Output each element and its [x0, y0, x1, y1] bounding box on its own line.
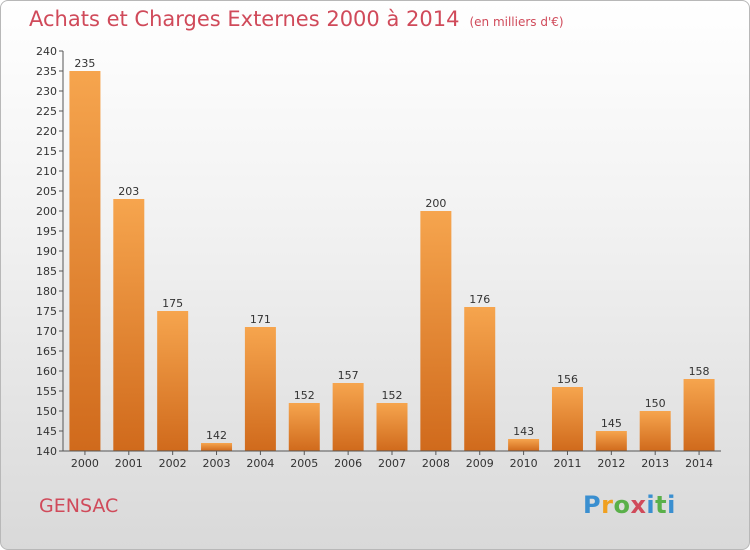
- bars-group: 235 203 175 142 171 152 157 152 200 176 143 156 145 1…: [69, 57, 715, 451]
- x-tick-label-2000: 2000: [71, 457, 99, 470]
- x-tick-label-2011: 2011: [553, 457, 581, 470]
- y-tick-label: 240: [36, 45, 57, 58]
- value-label-2012: 145: [601, 417, 622, 430]
- bar-2006: [332, 383, 364, 451]
- value-label-2014: 158: [689, 365, 710, 378]
- x-axis: 2000 2001 2002 2003 2004 2005 2006 2007 2008 2009…: [63, 450, 721, 470]
- x-tick-label-2009: 2009: [466, 457, 494, 470]
- y-tick-label: 200: [36, 205, 57, 218]
- y-tick-label: 185: [36, 265, 57, 278]
- x-tick-label-2014: 2014: [685, 457, 713, 470]
- x-tick-label-2005: 2005: [290, 457, 318, 470]
- x-tick-label-2006: 2006: [334, 457, 362, 470]
- y-tick-label: 230: [36, 85, 57, 98]
- y-tick-label: 205: [36, 185, 57, 198]
- y-tick-label: 220: [36, 125, 57, 138]
- y-tick-label: 150: [36, 405, 57, 418]
- y-tick-label: 160: [36, 365, 57, 378]
- y-tick-label: 195: [36, 225, 57, 238]
- x-tick-label-2003: 2003: [203, 457, 231, 470]
- x-tick-label-2010: 2010: [510, 457, 538, 470]
- y-tick-label: 180: [36, 285, 57, 298]
- bar-2009: [464, 307, 496, 451]
- x-tick-label-2008: 2008: [422, 457, 450, 470]
- bar-2008: [420, 211, 452, 451]
- bar-2012: [595, 431, 627, 451]
- bar-2000: [69, 71, 101, 451]
- value-label-2009: 176: [469, 293, 490, 306]
- value-label-2006: 157: [338, 369, 359, 382]
- proxiti-logo: Proxiti: [583, 491, 676, 519]
- value-label-2000: 235: [74, 57, 95, 70]
- value-label-2007: 152: [382, 389, 403, 402]
- bar-2003: [201, 443, 233, 451]
- value-label-2008: 200: [425, 197, 446, 210]
- x-tick-label-2002: 2002: [159, 457, 187, 470]
- chart-unit: (en milliers d'€): [469, 15, 564, 29]
- y-axis: 140 145 150 155 160 165 170 175 180 185 190 195 200 2…: [36, 45, 64, 458]
- bar-2002: [157, 311, 189, 451]
- y-tick-label: 170: [36, 325, 57, 338]
- bar-2013: [639, 411, 671, 451]
- y-tick-label: 145: [36, 425, 57, 438]
- y-tick-label: 215: [36, 145, 57, 158]
- commune-name: GENSAC: [39, 495, 119, 517]
- chart-title: Achats et Charges Externes 2000 à 2014 (e…: [29, 7, 564, 31]
- y-tick-label: 140: [36, 445, 57, 458]
- bar-2011: [551, 387, 583, 451]
- value-label-2004: 171: [250, 313, 271, 326]
- x-tick-label-2007: 2007: [378, 457, 406, 470]
- bar-2010: [508, 439, 540, 451]
- value-label-2010: 143: [513, 425, 534, 438]
- bar-2007: [376, 403, 408, 451]
- y-tick-label: 210: [36, 165, 57, 178]
- value-label-2002: 175: [162, 297, 183, 310]
- bar-2014: [683, 379, 715, 451]
- bar-2005: [288, 403, 320, 451]
- x-tick-label-2013: 2013: [641, 457, 669, 470]
- x-tick-label-2012: 2012: [597, 457, 625, 470]
- y-tick-label: 155: [36, 385, 57, 398]
- x-tick-label-2004: 2004: [246, 457, 274, 470]
- value-label-2011: 156: [557, 373, 578, 386]
- y-tick-label: 165: [36, 345, 57, 358]
- bar-2001: [113, 199, 145, 451]
- chart-title-text: Achats et Charges Externes 2000 à 2014: [29, 7, 460, 31]
- bar-2004: [244, 327, 276, 451]
- x-tick-label-2001: 2001: [115, 457, 143, 470]
- y-tick-label: 190: [36, 245, 57, 258]
- value-label-2003: 142: [206, 429, 227, 442]
- value-label-2001: 203: [118, 185, 139, 198]
- y-tick-label: 175: [36, 305, 57, 318]
- y-tick-label: 225: [36, 105, 57, 118]
- value-label-2013: 150: [645, 397, 666, 410]
- value-label-2005: 152: [294, 389, 315, 402]
- y-tick-label: 235: [36, 65, 57, 78]
